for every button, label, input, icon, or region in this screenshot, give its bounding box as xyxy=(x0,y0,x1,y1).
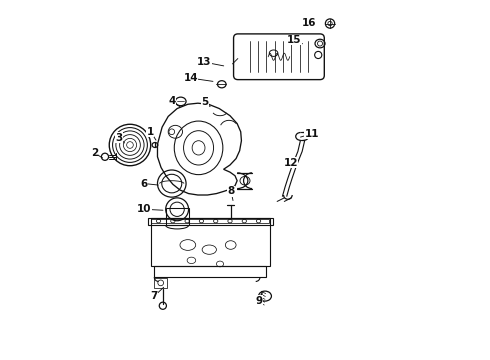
Text: 5: 5 xyxy=(201,97,209,107)
Text: 7: 7 xyxy=(150,291,158,301)
Text: 14: 14 xyxy=(183,73,198,83)
Bar xyxy=(151,219,270,223)
Text: 9: 9 xyxy=(255,296,262,306)
Text: 3: 3 xyxy=(116,133,123,143)
Bar xyxy=(154,266,267,277)
Bar xyxy=(148,217,273,225)
Text: 11: 11 xyxy=(305,129,319,139)
Text: 2: 2 xyxy=(91,148,98,158)
Bar xyxy=(154,278,167,288)
Bar xyxy=(166,208,189,225)
Bar xyxy=(151,217,270,266)
Text: 4: 4 xyxy=(168,96,175,107)
Text: 1: 1 xyxy=(147,127,154,137)
Text: 12: 12 xyxy=(284,158,298,168)
Text: 13: 13 xyxy=(196,57,211,67)
Text: 8: 8 xyxy=(227,186,234,197)
Text: 6: 6 xyxy=(141,179,148,189)
Text: 10: 10 xyxy=(137,204,151,214)
Text: 15: 15 xyxy=(287,35,301,45)
Text: 16: 16 xyxy=(301,18,316,28)
